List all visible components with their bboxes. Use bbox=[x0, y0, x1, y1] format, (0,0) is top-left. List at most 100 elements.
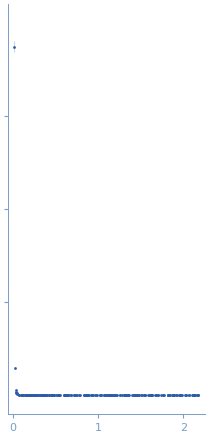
Point bbox=[51, 392, 55, 399]
Point bbox=[50, 392, 53, 399]
Point bbox=[109, 392, 113, 399]
Point bbox=[73, 392, 76, 399]
Point bbox=[42, 392, 45, 399]
Point bbox=[154, 392, 157, 399]
Point bbox=[33, 392, 36, 399]
Point bbox=[114, 392, 118, 399]
Point bbox=[16, 391, 19, 398]
Point bbox=[35, 392, 38, 399]
Point bbox=[136, 392, 140, 399]
Point bbox=[34, 392, 37, 399]
Point bbox=[38, 392, 42, 399]
Point bbox=[39, 392, 43, 399]
Point bbox=[110, 392, 113, 399]
Point bbox=[150, 392, 154, 399]
Point bbox=[136, 392, 139, 399]
Point bbox=[77, 392, 80, 399]
Point bbox=[73, 392, 76, 399]
Point bbox=[34, 392, 37, 399]
Point bbox=[86, 392, 89, 399]
Point bbox=[195, 392, 199, 399]
Point bbox=[193, 392, 196, 399]
Point bbox=[30, 392, 33, 399]
Point bbox=[14, 387, 17, 394]
Point bbox=[188, 392, 191, 399]
Point bbox=[37, 392, 40, 399]
Point bbox=[20, 392, 24, 399]
Point bbox=[28, 392, 31, 399]
Point bbox=[173, 392, 176, 399]
Point bbox=[50, 392, 53, 399]
Point bbox=[21, 392, 24, 399]
Point bbox=[151, 392, 154, 399]
Point bbox=[43, 392, 47, 399]
Point bbox=[118, 392, 121, 399]
Point bbox=[67, 392, 70, 399]
Point bbox=[173, 392, 176, 399]
Point bbox=[167, 392, 171, 399]
Point bbox=[17, 391, 21, 398]
Point bbox=[44, 392, 47, 399]
Point bbox=[32, 392, 35, 399]
Point bbox=[190, 392, 194, 399]
Point bbox=[17, 391, 21, 398]
Point bbox=[25, 392, 28, 399]
Point bbox=[15, 389, 18, 396]
Point bbox=[93, 392, 96, 399]
Point bbox=[108, 392, 111, 399]
Point bbox=[83, 392, 86, 399]
Point bbox=[187, 392, 190, 399]
Point bbox=[108, 392, 111, 399]
Point bbox=[29, 392, 32, 399]
Point bbox=[63, 392, 66, 399]
Point bbox=[110, 392, 114, 399]
Point bbox=[146, 392, 149, 399]
Point bbox=[64, 392, 67, 399]
Point bbox=[36, 392, 39, 399]
Point bbox=[65, 392, 69, 399]
Point bbox=[103, 392, 106, 399]
Point bbox=[69, 392, 72, 399]
Point bbox=[40, 392, 44, 399]
Point bbox=[56, 392, 59, 399]
Point bbox=[13, 364, 16, 371]
Point bbox=[113, 392, 117, 399]
Point bbox=[32, 392, 36, 399]
Point bbox=[91, 392, 94, 399]
Point bbox=[191, 392, 194, 399]
Point bbox=[176, 392, 179, 399]
Point bbox=[47, 392, 50, 399]
Point bbox=[150, 392, 153, 399]
Point bbox=[136, 392, 139, 399]
Point bbox=[45, 392, 49, 399]
Point bbox=[125, 392, 128, 399]
Point bbox=[108, 392, 111, 399]
Point bbox=[33, 392, 36, 399]
Point bbox=[27, 392, 31, 399]
Point bbox=[95, 392, 98, 399]
Point bbox=[32, 392, 35, 399]
Point bbox=[15, 389, 18, 396]
Point bbox=[45, 392, 48, 399]
Point bbox=[53, 392, 56, 399]
Point bbox=[168, 392, 171, 399]
Point bbox=[84, 392, 88, 399]
Point bbox=[118, 392, 121, 399]
Point bbox=[139, 392, 143, 399]
Point bbox=[52, 392, 55, 399]
Point bbox=[95, 392, 98, 399]
Point bbox=[130, 392, 133, 399]
Point bbox=[87, 392, 90, 399]
Point bbox=[30, 392, 33, 399]
Point bbox=[25, 392, 28, 399]
Point bbox=[43, 392, 46, 399]
Point bbox=[109, 392, 112, 399]
Point bbox=[90, 392, 93, 399]
Point bbox=[65, 392, 69, 399]
Point bbox=[31, 392, 35, 399]
Point bbox=[106, 392, 109, 399]
Point bbox=[23, 392, 26, 399]
Point bbox=[167, 392, 170, 399]
Point bbox=[194, 392, 197, 399]
Point bbox=[19, 392, 23, 399]
